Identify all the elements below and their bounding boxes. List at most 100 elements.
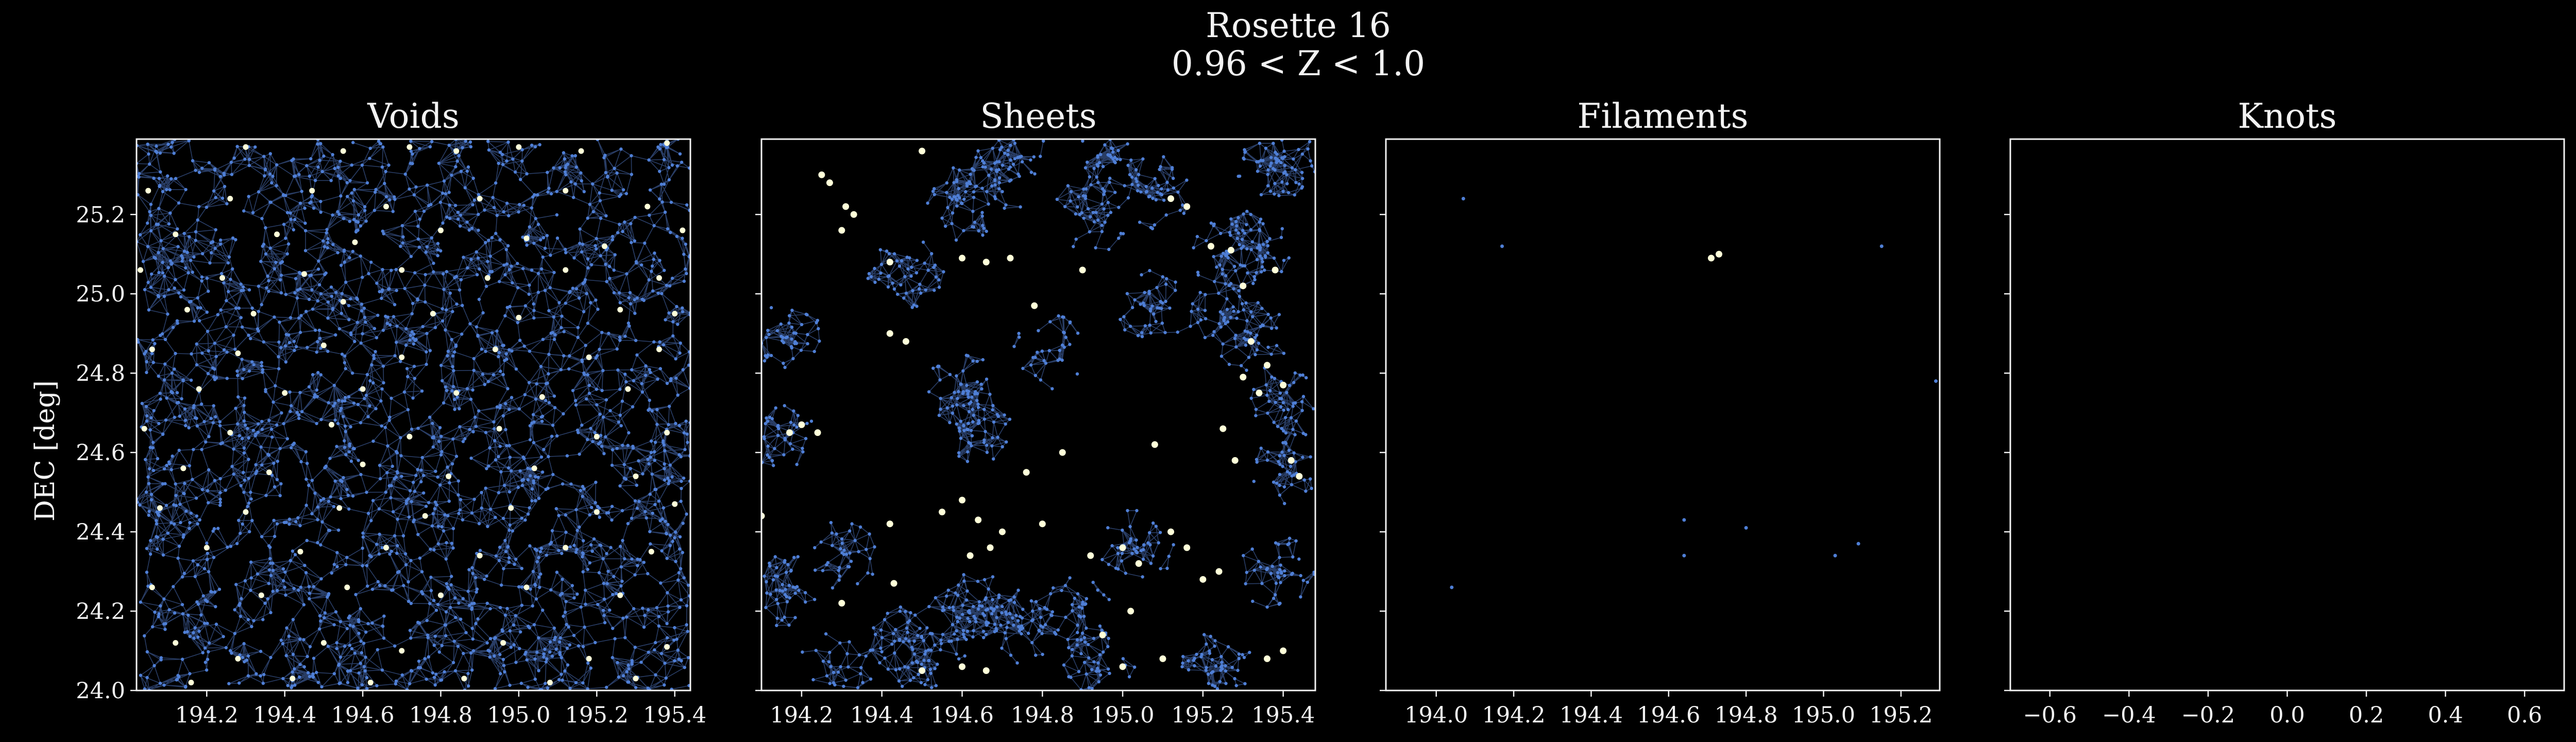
galaxy-point xyxy=(1283,170,1287,174)
galaxy-point xyxy=(416,297,419,301)
galaxy-point xyxy=(1083,602,1087,606)
galaxy-point xyxy=(247,436,250,440)
galaxy-point xyxy=(869,275,873,279)
galaxy-point xyxy=(1082,187,1086,191)
galaxy-point xyxy=(532,309,536,312)
galaxy-point xyxy=(446,354,449,358)
galaxy-point xyxy=(516,286,520,290)
galaxy-point xyxy=(562,614,565,618)
galaxy-point xyxy=(547,309,551,313)
galaxy-point xyxy=(599,254,602,258)
highlight-point xyxy=(1031,302,1038,309)
galaxy-point xyxy=(486,525,489,528)
galaxy-point xyxy=(947,639,951,643)
highlight-point xyxy=(680,227,686,233)
galaxy-point xyxy=(617,675,621,679)
galaxy-point xyxy=(1096,666,1099,670)
galaxy-point xyxy=(361,546,364,550)
galaxy-point xyxy=(793,592,797,595)
galaxy-point xyxy=(207,161,211,164)
galaxy-point xyxy=(206,489,210,493)
galaxy-point xyxy=(1275,326,1278,330)
y-tick-label: 25.0 xyxy=(76,281,125,307)
highlight-point xyxy=(886,259,893,266)
highlight-point xyxy=(1087,552,1094,559)
galaxy-point xyxy=(481,373,485,376)
galaxy-point xyxy=(401,235,405,239)
galaxy-point xyxy=(1253,278,1257,281)
galaxy-point xyxy=(619,193,623,196)
highlight-point xyxy=(563,545,569,551)
galaxy-point xyxy=(970,434,974,437)
galaxy-point xyxy=(685,604,689,608)
galaxy-point xyxy=(948,373,952,376)
galaxy-point xyxy=(1074,238,1078,241)
galaxy-point xyxy=(433,507,437,511)
galaxy-point xyxy=(164,503,168,507)
galaxy-point xyxy=(1225,254,1228,257)
galaxy-point xyxy=(953,195,957,199)
galaxy-point xyxy=(553,333,557,336)
galaxy-point xyxy=(514,367,518,371)
galaxy-point xyxy=(285,211,290,214)
galaxy-point xyxy=(144,404,148,409)
galaxy-point xyxy=(357,620,361,623)
galaxy-point xyxy=(411,152,414,156)
galaxy-point xyxy=(275,478,279,481)
galaxy-point xyxy=(1152,312,1156,316)
galaxy-point xyxy=(993,178,997,182)
galaxy-point xyxy=(1248,651,1251,654)
galaxy-point xyxy=(981,612,985,616)
galaxy-point xyxy=(416,620,420,625)
galaxy-point xyxy=(653,441,657,444)
galaxy-point xyxy=(504,248,508,251)
galaxy-point xyxy=(956,397,959,400)
galaxy-point xyxy=(459,278,463,282)
galaxy-point xyxy=(1224,282,1227,285)
galaxy-point xyxy=(343,399,347,403)
galaxy-point xyxy=(1084,187,1088,191)
galaxy-point xyxy=(308,174,311,178)
galaxy-point xyxy=(1149,331,1153,335)
galaxy-point xyxy=(196,563,200,567)
galaxy-point xyxy=(914,660,919,663)
galaxy-point xyxy=(547,401,551,404)
highlight-point xyxy=(1183,544,1191,551)
galaxy-point xyxy=(877,277,881,281)
galaxy-point xyxy=(586,257,590,261)
galaxy-point xyxy=(427,501,431,504)
galaxy-point xyxy=(562,412,565,416)
galaxy-point xyxy=(773,447,776,450)
galaxy-point xyxy=(879,271,883,275)
galaxy-point xyxy=(484,486,487,490)
galaxy-point xyxy=(1301,579,1305,582)
galaxy-point xyxy=(205,600,209,603)
galaxy-point xyxy=(292,586,296,591)
galaxy-point xyxy=(296,516,300,520)
galaxy-point xyxy=(955,422,958,426)
galaxy-point xyxy=(253,434,257,437)
galaxy-point xyxy=(347,395,351,399)
galaxy-point xyxy=(316,518,319,521)
galaxy-point xyxy=(333,479,337,483)
galaxy-point xyxy=(1063,205,1067,209)
galaxy-point xyxy=(509,645,513,649)
galaxy-point xyxy=(430,236,434,240)
galaxy-point xyxy=(1032,155,1036,159)
galaxy-point xyxy=(1297,557,1301,561)
galaxy-point xyxy=(1075,643,1079,647)
galaxy-point xyxy=(1297,182,1301,186)
galaxy-point xyxy=(354,220,358,223)
galaxy-point xyxy=(216,527,220,530)
galaxy-point xyxy=(561,578,564,581)
galaxy-point xyxy=(805,421,809,425)
galaxy-point xyxy=(891,281,894,285)
galaxy-point xyxy=(574,165,579,169)
galaxy-point xyxy=(1147,531,1151,535)
highlight-point xyxy=(219,275,226,281)
galaxy-point xyxy=(972,629,975,633)
galaxy-point xyxy=(456,645,460,648)
galaxy-point xyxy=(1030,640,1034,645)
galaxy-point xyxy=(1238,243,1242,246)
galaxy-point xyxy=(1292,157,1295,161)
